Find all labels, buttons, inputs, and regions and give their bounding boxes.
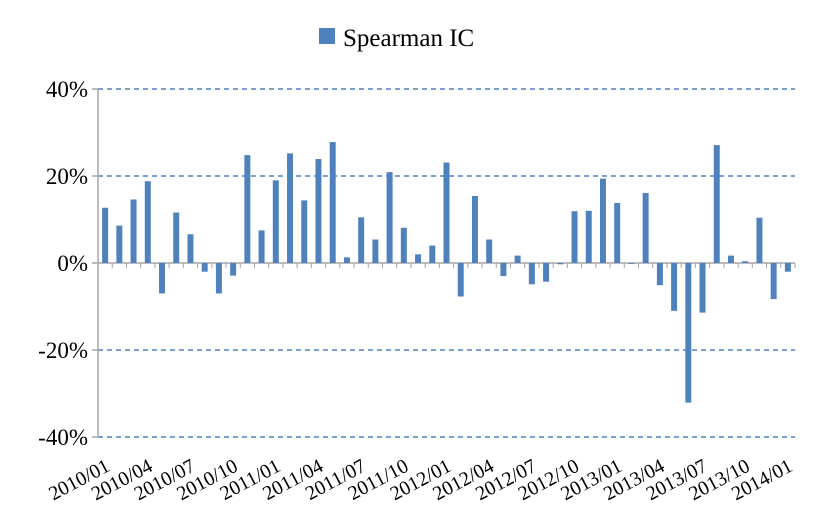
y-tick-label: 40% (46, 77, 88, 102)
bar-2011-07 (358, 217, 365, 263)
bar-2012-12 (599, 178, 606, 263)
bar-2013-02 (628, 263, 635, 264)
bar-2011-04 (315, 159, 322, 263)
bar-2013-05 (671, 263, 678, 311)
bar-2010-12 (258, 230, 265, 263)
bars (102, 142, 791, 403)
bar-2013-10 (742, 261, 749, 263)
y-tick-label: -40% (38, 425, 88, 450)
bar-2013-03 (642, 192, 649, 263)
bar-2011-11 (415, 254, 422, 263)
bar-2013-06 (685, 263, 692, 403)
bar-2012-11 (585, 210, 592, 263)
bar-2010-10 (230, 263, 237, 276)
bar-2010-01 (102, 207, 109, 263)
y-tick-labels: 40% 20% 0% -20% -40% (38, 77, 88, 450)
bar-2011-12 (429, 245, 436, 263)
axes (92, 88, 796, 438)
y-tick-label: 0% (57, 251, 88, 276)
bar-2010-04 (144, 181, 151, 263)
bar-2011-05 (329, 142, 336, 263)
bar-2010-09 (215, 263, 222, 294)
gridlines (98, 88, 795, 438)
bar-2012-06 (514, 255, 521, 263)
bar-2014-01 (784, 263, 791, 272)
bar-2013-04 (656, 263, 663, 286)
bar-2011-08 (372, 239, 379, 263)
bar-2011-10 (400, 227, 407, 263)
bar-2013-12 (770, 263, 777, 300)
bar-2013-08 (713, 145, 720, 263)
legend: Spearman IC (319, 25, 474, 52)
x-tick-labels: 2010/012010/042010/072010/102011/012011/… (45, 455, 796, 505)
bar-2013-01 (614, 202, 621, 263)
bar-2010-03 (130, 199, 137, 263)
bar-2012-01 (443, 162, 450, 263)
bar-2010-07 (187, 234, 194, 263)
bar-2013-11 (756, 217, 763, 263)
y-tick-label: -20% (38, 338, 88, 363)
y-tick-label: 20% (46, 164, 88, 189)
bar-2011-09 (386, 172, 393, 263)
bar-2012-03 (471, 196, 478, 263)
bar-2012-02 (457, 263, 464, 297)
bar-2011-06 (343, 257, 350, 263)
bar-2010-02 (116, 225, 123, 263)
bar-2012-10 (571, 211, 578, 263)
bar-2010-06 (173, 212, 180, 263)
bar-2010-11 (244, 155, 251, 263)
bar-2012-08 (543, 263, 550, 282)
bar-2012-09 (557, 263, 564, 265)
bar-2012-05 (500, 263, 507, 277)
bar-2010-05 (159, 263, 165, 294)
bar-2011-01 (272, 180, 279, 263)
legend-swatch (319, 28, 335, 44)
bar-2013-09 (728, 255, 734, 263)
bar-2011-03 (301, 200, 308, 263)
bar-2010-08 (201, 263, 208, 272)
bar-2012-07 (528, 263, 535, 285)
bar-2011-02 (287, 153, 294, 263)
bar-2013-07 (699, 263, 706, 313)
legend-label: Spearman IC (343, 25, 474, 52)
bar-2012-04 (486, 239, 493, 263)
